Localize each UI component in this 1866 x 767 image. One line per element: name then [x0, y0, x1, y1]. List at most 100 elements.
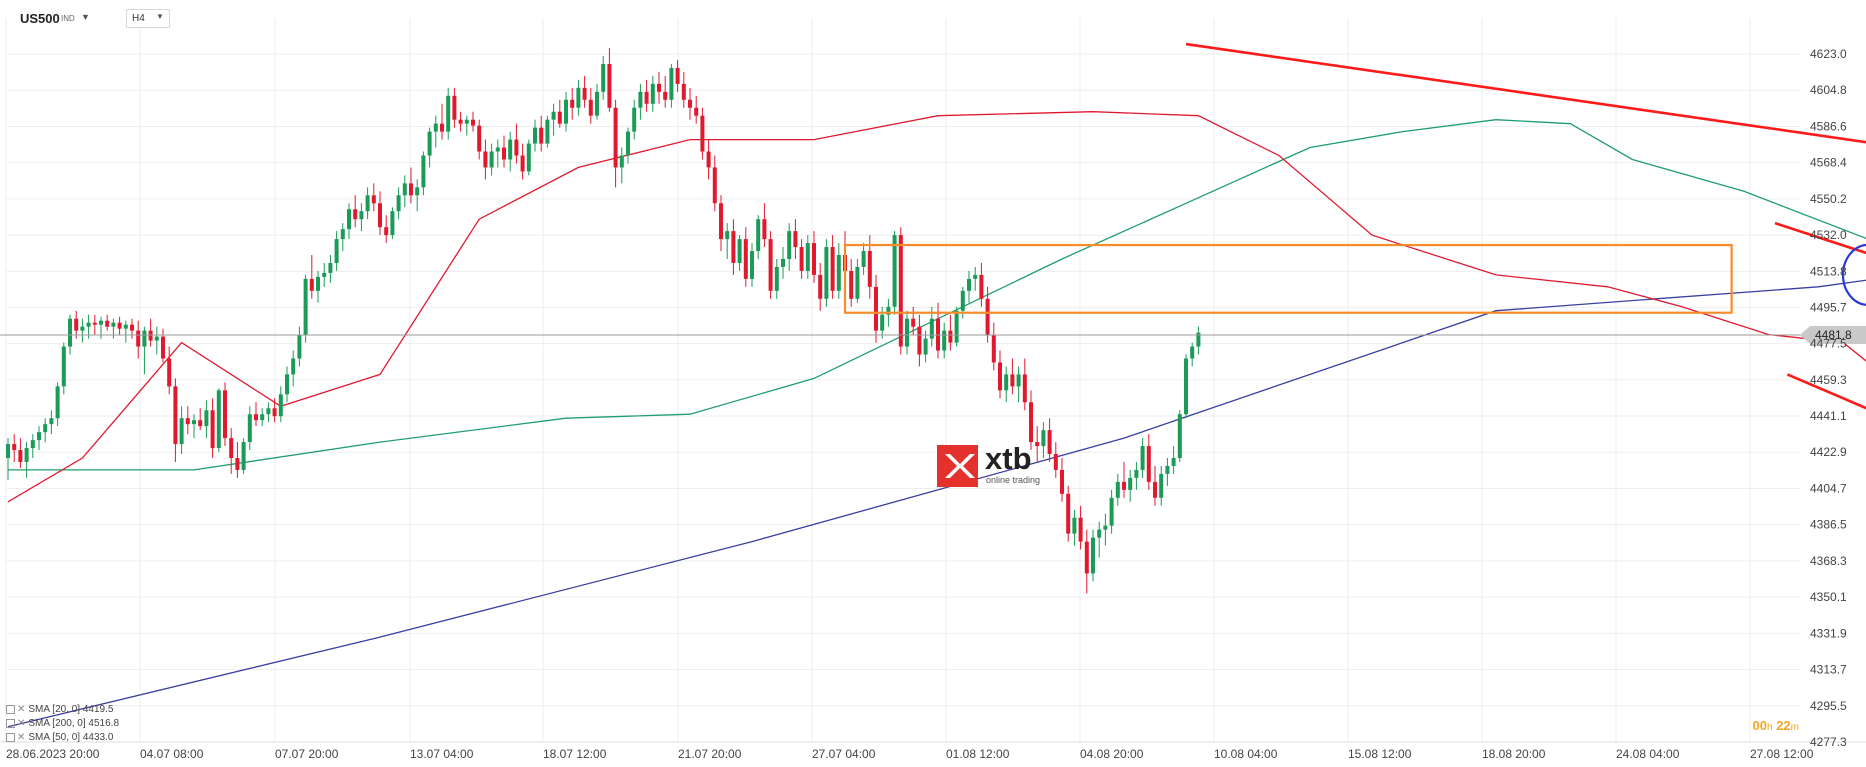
candle-up — [446, 95, 451, 132]
y-tick-label: 4404.7 — [1810, 481, 1847, 495]
y-axis: 4623.0 4604.8 4586.6 4568.4 4550.2 4532.0 4513… — [1810, 47, 1847, 749]
candle-down — [229, 438, 234, 459]
candle-up — [1165, 465, 1170, 474]
legend-sma20[interactable]: ✕ SMA [20, 0] 4419.5 — [6, 703, 113, 716]
legend-sma50[interactable]: ✕ SMA [50, 0] 4433.0 — [6, 731, 113, 744]
candle-down — [898, 235, 903, 347]
symbol-name[interactable]: US500 — [20, 11, 60, 26]
candle-up — [30, 440, 35, 449]
candle-down — [1053, 454, 1058, 470]
candle-down — [731, 231, 736, 263]
candle-up — [805, 243, 810, 271]
settings-icon[interactable] — [6, 718, 15, 728]
x-axis: 28.06.2023 20:00 04.07 08:00 07.07 20:00 13… — [6, 747, 1814, 761]
candle-down — [588, 99, 593, 116]
candle-down — [812, 243, 816, 275]
candle-down — [458, 119, 463, 124]
candle-up — [285, 374, 289, 395]
settings-icon[interactable] — [6, 704, 15, 714]
candle-down — [136, 330, 141, 347]
candle-up — [396, 195, 401, 212]
candle-up — [365, 195, 370, 212]
candle-down — [409, 183, 413, 196]
legend-sma200[interactable]: ✕ SMA [200, 0] 4516.8 — [6, 717, 119, 730]
candle-up — [247, 414, 252, 443]
candle-down — [471, 119, 475, 126]
candle-up — [316, 276, 320, 291]
candle-up — [923, 338, 928, 355]
candle-up — [1196, 332, 1201, 347]
y-tick-label: 4386.5 — [1810, 518, 1847, 532]
candle-up — [297, 334, 302, 359]
candle-up — [179, 418, 184, 445]
candle-down — [502, 147, 506, 160]
candle-up — [303, 278, 308, 335]
candle-up — [241, 442, 246, 470]
candle-down — [477, 125, 482, 152]
current-price-tag — [1800, 326, 1866, 345]
candle-down — [675, 67, 680, 84]
candle-up — [216, 390, 221, 449]
candle-down — [700, 115, 705, 152]
timer-h-unit: h — [1767, 722, 1773, 733]
candle-up — [1190, 346, 1195, 359]
candle-up — [86, 322, 91, 327]
candle-up — [669, 67, 674, 100]
candle-up — [650, 83, 655, 104]
candle-down — [514, 139, 519, 156]
candle-up — [495, 147, 500, 152]
sma50-path — [8, 119, 1866, 471]
candle-down — [998, 362, 1002, 391]
close-icon[interactable]: ✕ — [17, 732, 26, 743]
candle-up — [1072, 517, 1077, 534]
candle-up — [756, 219, 761, 252]
candle-up — [142, 330, 147, 347]
candle-up — [1091, 537, 1095, 574]
y-tick-label: 4477.5 — [1810, 337, 1847, 351]
sma200-path — [7, 279, 1866, 728]
candle-down — [1010, 374, 1015, 387]
candle-down — [371, 195, 376, 204]
candle-up — [929, 318, 934, 339]
y-tick-label: 4550.2 — [1810, 192, 1847, 206]
candle-up — [787, 231, 792, 259]
chevron-down-icon[interactable]: ▼ — [81, 12, 90, 22]
candle-down — [309, 278, 314, 291]
candle-up — [427, 131, 432, 156]
candle-up — [836, 255, 841, 291]
candle-down — [911, 318, 916, 327]
candle-down — [613, 107, 618, 168]
candle-up — [260, 414, 265, 421]
y-tick-label: 4495.7 — [1810, 300, 1847, 314]
settings-icon[interactable] — [6, 732, 15, 742]
candle-up — [328, 262, 333, 273]
candle-down — [694, 107, 699, 116]
x-tick-label: 18.07 12:00 — [543, 747, 607, 761]
candle-up — [266, 408, 271, 415]
xtb-logo: xtb online trading — [937, 441, 1097, 487]
candle-up — [619, 155, 624, 168]
candle-down — [148, 330, 153, 341]
sma20-line — [7, 111, 1866, 503]
candle-down — [18, 450, 23, 462]
candle-up — [55, 386, 60, 419]
candle-up — [278, 394, 283, 417]
close-icon[interactable]: ✕ — [17, 718, 26, 729]
timeframe-select[interactable]: H4 ▼ — [126, 9, 170, 28]
y-tick-label: 4331.9 — [1810, 626, 1847, 640]
candle-up — [61, 346, 66, 387]
trendline — [1185, 42, 1866, 144]
candle-up — [725, 231, 730, 240]
candle-down — [1035, 442, 1040, 447]
candle-up — [1140, 446, 1145, 470]
candle-down — [657, 83, 661, 92]
candle-up — [347, 209, 351, 230]
candle-down — [130, 324, 134, 331]
candle-down — [793, 231, 798, 248]
close-icon[interactable]: ✕ — [17, 704, 26, 715]
candle-up — [954, 310, 959, 343]
candle-down — [799, 247, 804, 271]
candle-up — [626, 131, 630, 156]
x-tick-label: 18.08 20:00 — [1482, 747, 1546, 761]
